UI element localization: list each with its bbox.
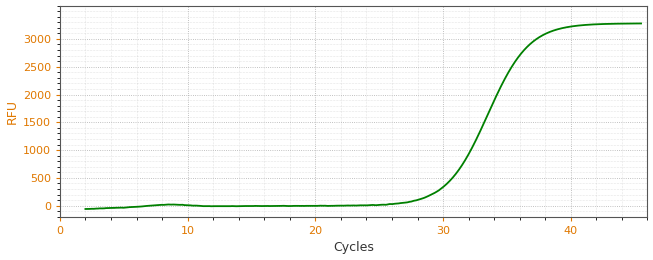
Y-axis label: RFU: RFU xyxy=(6,99,18,124)
X-axis label: Cycles: Cycles xyxy=(333,242,374,255)
